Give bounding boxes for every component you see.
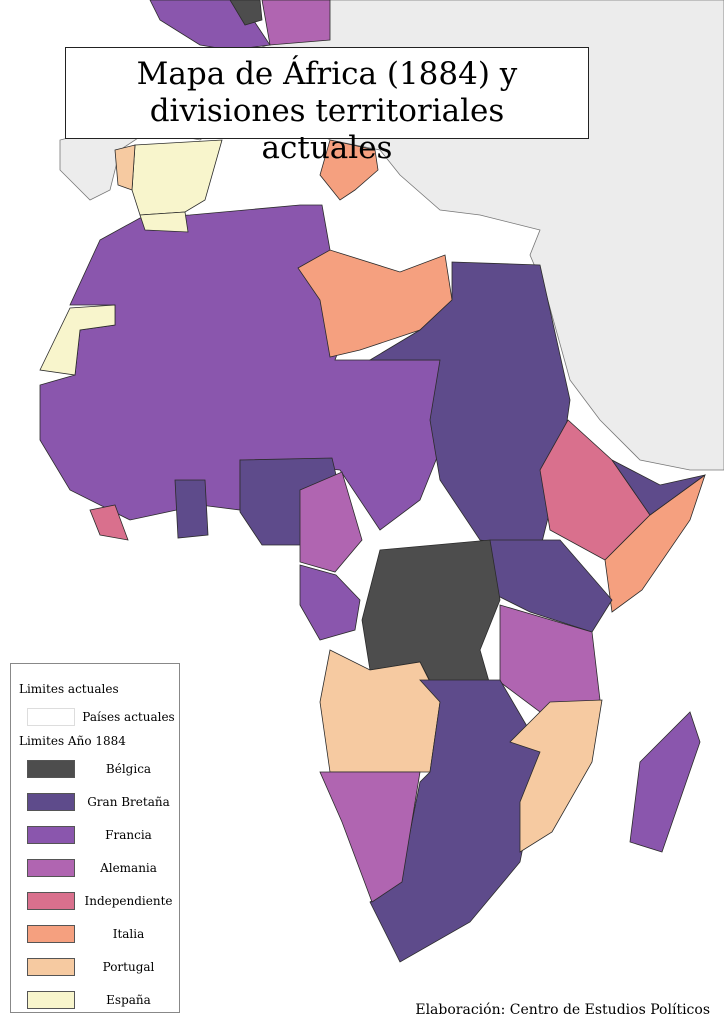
territory <box>319 139 379 201</box>
territory <box>89 504 129 541</box>
legend-label: España <box>106 993 151 1007</box>
legend: Limites actuales Países actuales Limites… <box>10 663 180 1013</box>
territory <box>261 0 331 46</box>
territory <box>299 564 361 641</box>
legend-swatch <box>27 991 75 1009</box>
territory <box>509 699 603 853</box>
legend-swatch <box>27 892 75 910</box>
legend-row: Portugal <box>11 958 181 978</box>
legend-heading: Limites Año 1884 <box>19 734 126 748</box>
legend-swatch <box>27 708 75 726</box>
legend-label: Portugal <box>102 960 155 974</box>
legend-row: Italia <box>11 925 181 945</box>
legend-row: Francia <box>11 826 181 846</box>
legend-swatch <box>27 958 75 976</box>
legend-label: Italia <box>112 927 145 941</box>
legend-row: Países actuales <box>11 708 181 728</box>
territory <box>131 139 223 216</box>
legend-label: Países actuales <box>82 710 175 724</box>
legend-row: Alemania <box>11 859 181 879</box>
territory <box>611 459 706 516</box>
legend-row: Independiente <box>11 892 181 912</box>
territory <box>114 144 136 191</box>
territory <box>319 771 421 903</box>
legend-swatch <box>27 859 75 877</box>
legend-heading: Limites actuales <box>19 682 119 696</box>
legend-swatch <box>27 925 75 943</box>
territory <box>368 261 571 551</box>
legend-label: Alemania <box>100 861 157 875</box>
map-title: Mapa de África (1884) y divisiones terri… <box>65 47 589 166</box>
legend-swatch <box>27 760 75 778</box>
territory <box>299 471 363 573</box>
territory <box>174 479 209 539</box>
legend-swatch <box>27 826 75 844</box>
legend-row: Gran Bretaña <box>11 793 181 813</box>
legend-label: Francia <box>105 828 152 842</box>
territory <box>229 0 263 26</box>
legend-label: Independiente <box>84 894 173 908</box>
legend-row: España <box>11 991 181 1011</box>
legend-row: Bélgica <box>11 760 181 780</box>
territory <box>629 711 701 853</box>
credit: Elaboración: Centro de Estudios Político… <box>415 1002 710 1018</box>
territory <box>39 304 116 376</box>
legend-label: Bélgica <box>105 762 152 776</box>
territory <box>139 211 189 233</box>
legend-label: Gran Bretaña <box>87 795 170 809</box>
territory <box>319 649 441 773</box>
legend-swatch <box>27 793 75 811</box>
